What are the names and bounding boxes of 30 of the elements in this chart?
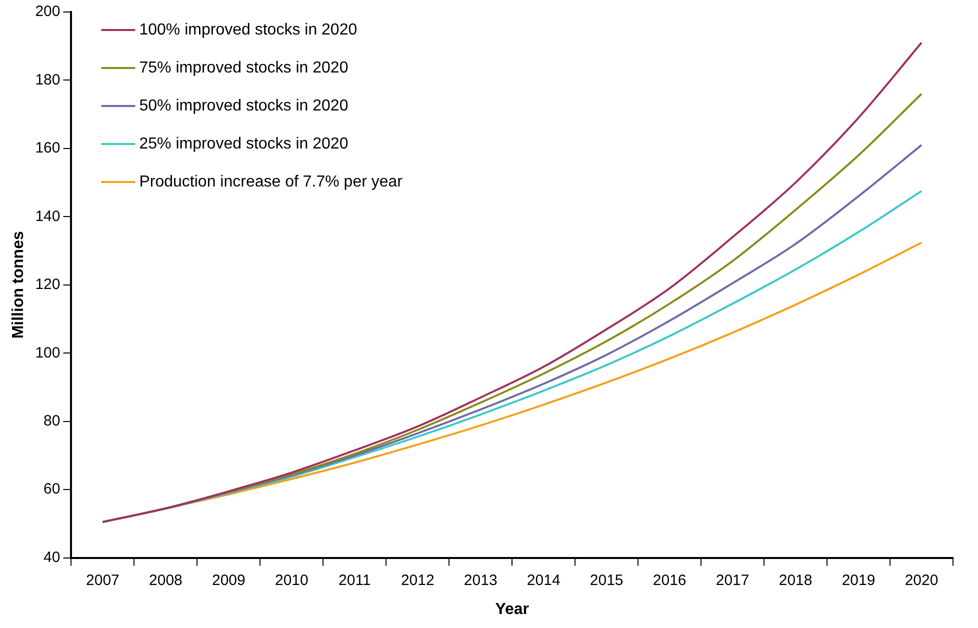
legend-label: 100% improved stocks in 2020: [139, 21, 358, 38]
legend-label: 75% improved stocks in 2020: [139, 59, 348, 76]
x-tick-label: 2018: [778, 572, 812, 589]
x-tick-label: 2014: [526, 572, 560, 589]
y-tick-label: 200: [35, 3, 60, 20]
y-tick-label: 100: [35, 344, 60, 362]
y-tick-label: 180: [35, 71, 60, 88]
y-tick-label: 80: [44, 412, 60, 430]
legend-label: 25% improved stocks in 2020: [139, 135, 348, 152]
x-tick-label: 2008: [149, 572, 182, 589]
x-tick-label: 2019: [842, 572, 876, 589]
legend-label: 50% improved stocks in 2020: [139, 97, 348, 114]
x-tick-label: 2016: [652, 572, 686, 589]
y-tick-label: 60: [44, 480, 60, 498]
x-tick-label: 2013: [464, 572, 498, 589]
legend-label: Production increase of 7.7% per year: [139, 173, 404, 190]
x-tick-label: 2007: [86, 572, 120, 589]
x-tick-label: 2011: [338, 572, 371, 589]
x-tick-label: 2015: [590, 572, 624, 589]
y-tick-label: 140: [35, 208, 60, 225]
x-tick-label: 2010: [274, 572, 308, 589]
x-tick-label: 2020: [904, 572, 938, 589]
y-tick-label: 160: [35, 140, 60, 157]
x-tick-label: 2012: [400, 572, 434, 589]
y-tick-label: 40: [44, 548, 60, 566]
y-axis-title: Million tonnes: [10, 231, 28, 339]
x-tick-label: 2017: [716, 572, 750, 589]
x-tick-label: 2009: [212, 572, 246, 589]
x-axis-title: Year: [495, 600, 530, 618]
y-tick-label: 120: [35, 276, 60, 294]
